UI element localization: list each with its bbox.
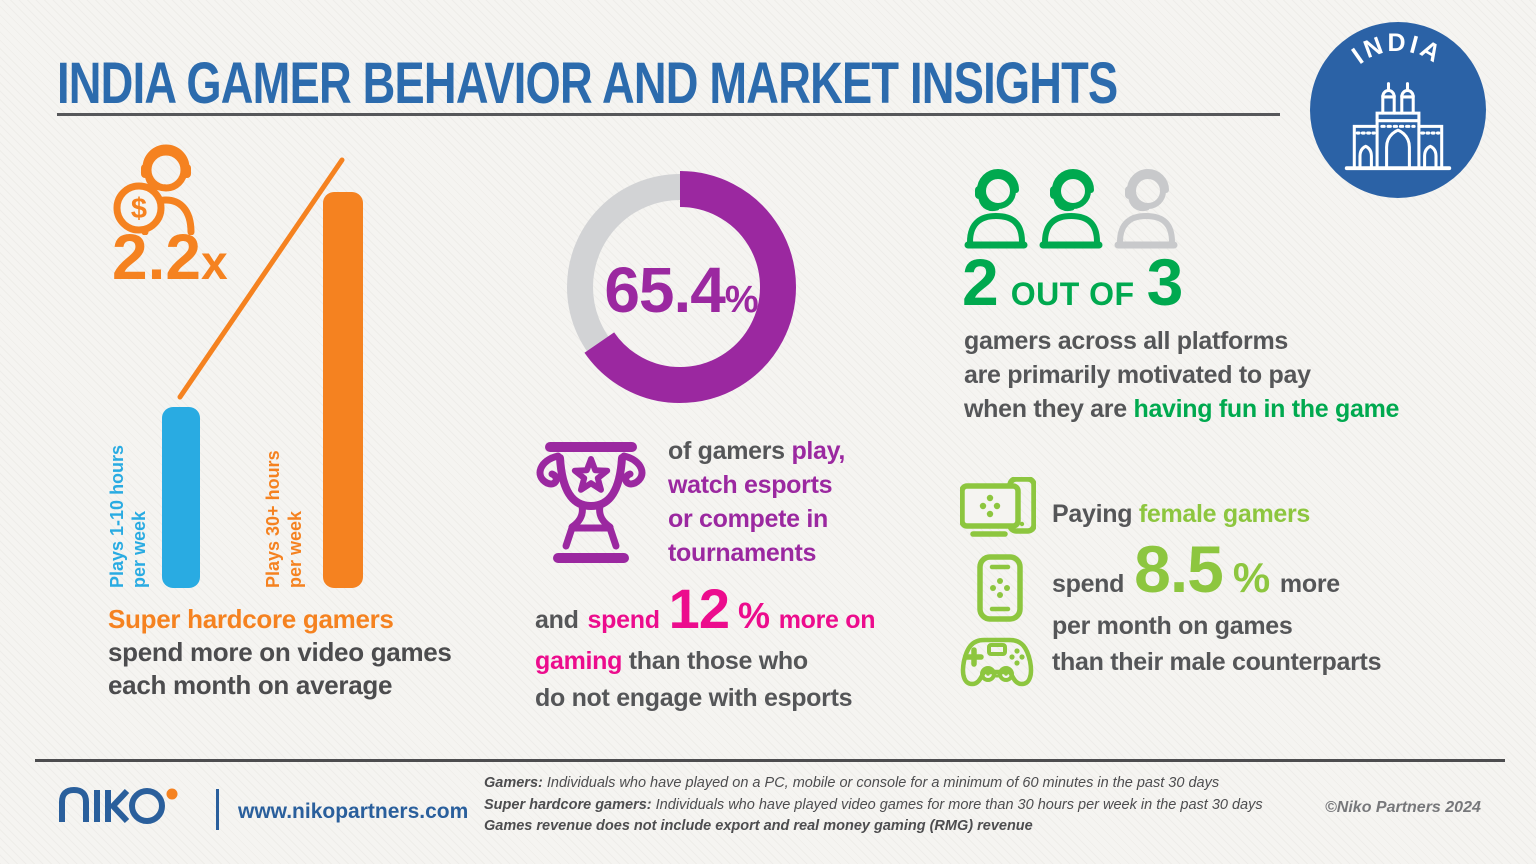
footnote1-label: Gamers: — [484, 775, 543, 791]
gamer-headset-icon-2 — [1039, 169, 1103, 249]
female-unit: % — [1232, 554, 1270, 601]
esports-donut-chart — [567, 171, 796, 403]
spend-value: 12 — [668, 577, 730, 640]
bar-label-hardcore: Plays 30+ hours per week — [262, 450, 306, 588]
ratio-out-of: OUT OF — [1010, 276, 1135, 312]
esports-line1-gray: of gamers — [668, 437, 792, 465]
ratio-value-1: 2 — [962, 245, 999, 319]
motivation-line3-green: having fun in the game — [1133, 395, 1400, 423]
female-gamers-stat: Paying female gamers spend 8.5 % more pe… — [1052, 498, 1381, 679]
title-underline — [57, 113, 1280, 116]
logo-orange-dot — [166, 788, 178, 800]
left-caption: Super hardcore gamers spend more on vide… — [108, 603, 452, 702]
spend-rest: than those who — [622, 647, 808, 675]
left-caption-line3: each month on average — [108, 670, 393, 700]
copyright-notice: ©Niko Partners 2024 — [1325, 799, 1481, 816]
dollar-symbol: $ — [131, 193, 147, 225]
female-paying: Paying — [1052, 500, 1139, 528]
bar-casual-gamers — [162, 407, 200, 588]
footnote2-text: Individuals who have played video games … — [651, 796, 1263, 813]
multiplier-value: 2.2 — [112, 221, 201, 293]
esports-line2: watch esports — [668, 471, 833, 499]
motivation-line1: gamers across all platforms — [964, 327, 1288, 355]
donut-value: 65.4 — [604, 254, 726, 326]
pc-monitor-gamepad-icon — [960, 477, 1036, 537]
niko-partners-logo — [59, 786, 178, 824]
ratio-value-2: 3 — [1146, 245, 1184, 319]
multiplier-suffix: x — [200, 237, 228, 290]
left-caption-highlight: Super hardcore gamers — [108, 604, 394, 634]
female-value: 8.5 — [1134, 532, 1224, 606]
gateway-of-india-icon — [1344, 82, 1452, 171]
left-caption-line2: spend more on video games — [108, 637, 452, 667]
female-line4: than their male counterparts — [1052, 648, 1382, 676]
growth-trend-line — [177, 157, 345, 400]
ratio-stat: 2 OUT OF 3 — [962, 244, 1183, 320]
spend-word: spend — [587, 606, 660, 634]
website-link[interactable]: www.nikopartners.com — [238, 800, 469, 823]
gamer-headset-icon-3-gray — [1114, 169, 1178, 249]
footer-divider — [35, 759, 1505, 762]
footnotes: Gamers: Individuals who have played on a… — [484, 773, 1263, 838]
multiplier-stat: 2.2x — [112, 225, 228, 295]
spend-gaming: gaming — [535, 647, 623, 675]
mobile-phone-gamepad-icon — [977, 554, 1023, 622]
bar-super-hardcore-gamers — [323, 192, 363, 588]
esports-line1-purple: play, — [791, 437, 846, 465]
india-badge: INDIA — [1310, 22, 1486, 198]
female-group: female gamers — [1138, 500, 1311, 528]
esports-trophy-star-icon — [536, 442, 646, 563]
motivation-line2: are primarily motivated to pay — [964, 361, 1311, 389]
bar-label-casual: Plays 1-10 hours per week — [106, 445, 150, 588]
female-line3: per month on games — [1052, 612, 1293, 640]
bar-label-hardcore-line1: Plays 30+ hours — [263, 450, 283, 588]
bar-label-casual-line2: per week — [129, 510, 149, 588]
page-title: INDIA GAMER BEHAVIOR AND MARKET INSIGHTS — [57, 51, 1118, 116]
footnote2-label: Super hardcore gamers: — [484, 796, 652, 813]
motivation-text: gamers across all platforms are primaril… — [964, 324, 1399, 426]
gamer-headset-icon-1 — [964, 169, 1028, 249]
esports-description: of gamers play, watch esports or compete… — [668, 434, 845, 570]
footnote3-text: Games revenue does not include export an… — [484, 818, 1033, 834]
donut-value-segment — [584, 171, 796, 403]
logo-separator — [216, 789, 219, 830]
bar-label-hardcore-line2: per week — [285, 510, 305, 588]
donut-center-label: 65.4% — [570, 258, 792, 330]
esports-spend-stat: and spend 12 % more on gaming than those… — [535, 576, 876, 715]
esports-line4: tournaments — [668, 539, 817, 567]
donut-unit: % — [724, 279, 759, 321]
paying-gamer-headset-dollar-icon: $ — [113, 144, 195, 235]
spend-more-on: more on — [778, 606, 876, 634]
bar-label-casual-line1: Plays 1-10 hours — [107, 444, 127, 588]
motivation-line3-gray: when they are — [964, 395, 1134, 423]
esports-line3: or compete in — [668, 505, 829, 533]
footnote1-text: Individuals who have played on a PC, mob… — [542, 775, 1220, 791]
spend-line3: do not engage with esports — [535, 684, 853, 712]
spend-unit: % — [737, 595, 770, 636]
spend-and: and — [535, 606, 579, 634]
female-spend-word: spend — [1052, 570, 1125, 598]
game-controller-icon — [960, 637, 1034, 687]
female-more: more — [1279, 570, 1340, 598]
